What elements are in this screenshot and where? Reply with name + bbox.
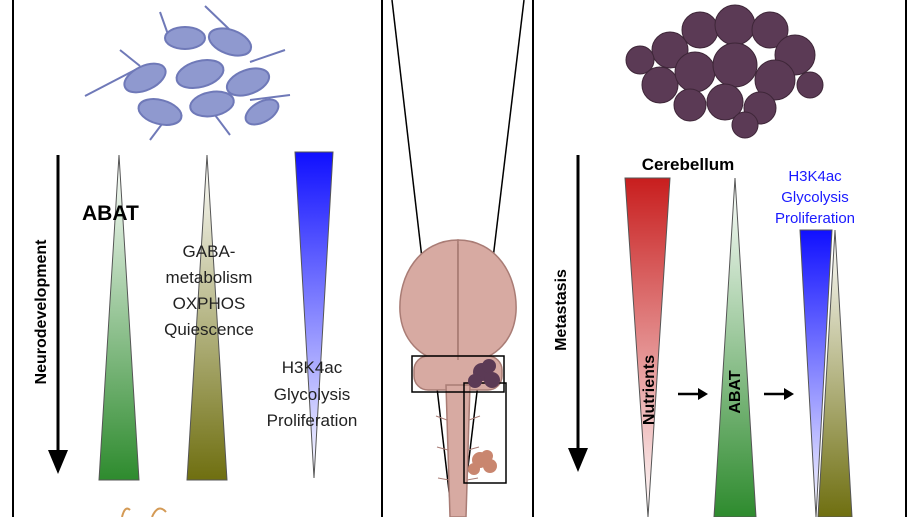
- glycolysis-metastasis-wedge: [799, 229, 833, 517]
- cell-fragment-icon: [121, 507, 167, 517]
- neurodevelopment-label: Neurodevelopment: [33, 239, 50, 385]
- metastasis-arrow: [568, 155, 588, 472]
- h3k4ac-line-3: Proliferation: [267, 411, 358, 430]
- blue-process-labels: H3K4ac Glycolysis Proliferation: [775, 168, 855, 227]
- transition-arrow-2: [764, 388, 794, 400]
- nerve-spikes: [435, 415, 481, 481]
- cerebellum-label: Cerebellum: [642, 155, 735, 174]
- spinal-tumor-icon: [468, 450, 497, 475]
- glycolysis-process-labels: H3K4ac Glycolysis Proliferation: [267, 358, 358, 430]
- h3k4ac-line-1: H3K4ac: [282, 358, 343, 377]
- panel-borders: [12, 0, 907, 517]
- gaba-line-2: metabolism: [166, 268, 253, 287]
- cerebellum-tumor-icon: [468, 359, 500, 388]
- gaba-line-3: OXPHOS: [173, 294, 246, 313]
- neuron-cluster-icon: [84, 5, 291, 141]
- olive-metastasis-wedge: [817, 229, 853, 517]
- transition-arrow-1: [678, 388, 708, 400]
- abat-metastasis-wedge: [713, 177, 757, 517]
- metastasis-h3k4ac-line-3: Proliferation: [775, 210, 855, 227]
- neurodevelopment-arrow: [48, 155, 68, 474]
- metastasis-h3k4ac-line-1: H3K4ac: [788, 168, 842, 185]
- metastasis-label: Metastasis: [553, 269, 570, 351]
- gaba-process-labels: GABA- metabolism OXPHOS Quiescence: [164, 242, 254, 339]
- abat-metastasis-label: ABAT: [727, 370, 744, 413]
- gaba-line-1: GABA-: [183, 242, 236, 261]
- glycolysis-wedge: [294, 151, 334, 479]
- brain-icon: [399, 239, 517, 517]
- nutrients-wedge: [624, 177, 671, 517]
- metastasis-h3k4ac-line-2: Glycolysis: [781, 189, 849, 206]
- abat-wedge: [98, 154, 140, 481]
- abat-label: ABAT: [82, 202, 139, 225]
- h3k4ac-line-2: Glycolysis: [274, 385, 351, 404]
- nutrients-label: Nutrients: [641, 355, 658, 425]
- cerebellum-box: [411, 355, 505, 393]
- gaba-line-4: Quiescence: [164, 320, 254, 339]
- tumor-cluster-icon: [625, 4, 824, 139]
- gaba-metabolism-wedge: [186, 154, 228, 481]
